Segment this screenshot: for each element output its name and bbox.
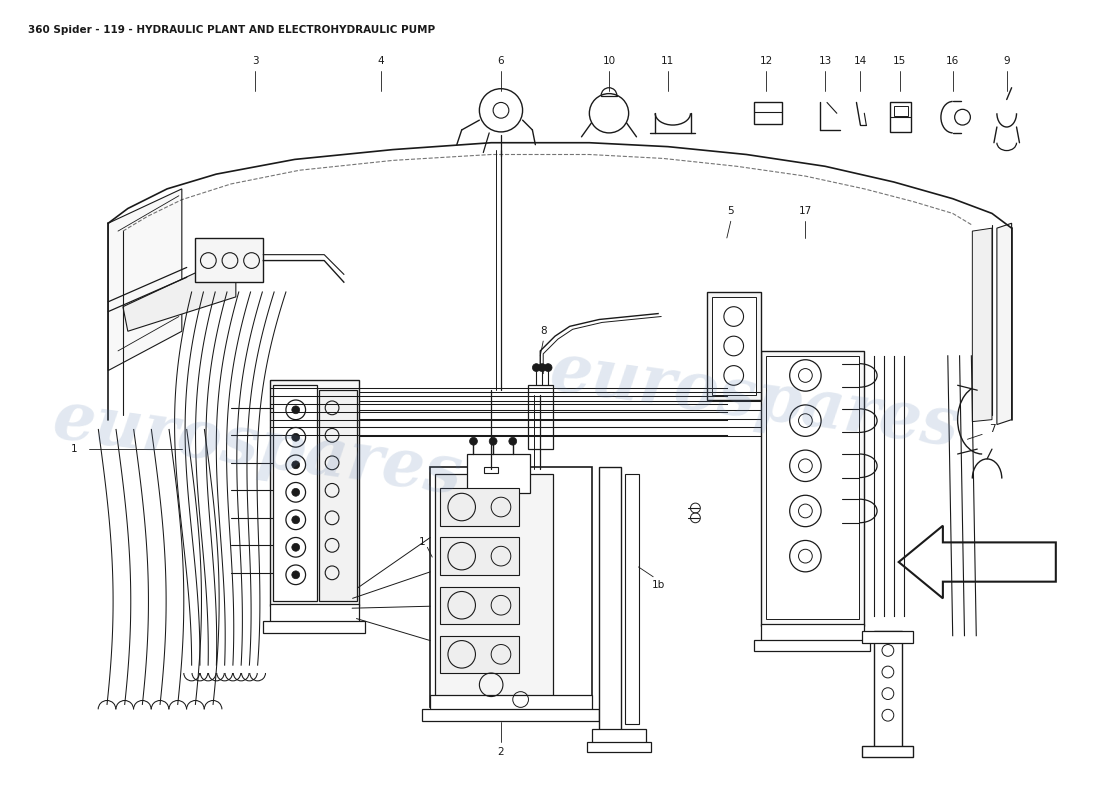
Bar bbox=[755, 640, 870, 651]
Circle shape bbox=[532, 364, 540, 371]
Bar bbox=[440, 538, 519, 574]
Bar bbox=[761, 624, 865, 642]
Bar bbox=[894, 106, 908, 116]
Bar bbox=[707, 292, 761, 400]
Bar bbox=[874, 630, 902, 749]
Circle shape bbox=[292, 516, 299, 524]
Circle shape bbox=[292, 488, 299, 496]
Bar bbox=[422, 710, 600, 721]
Circle shape bbox=[470, 438, 477, 445]
Circle shape bbox=[509, 438, 517, 445]
Bar bbox=[466, 454, 530, 494]
Circle shape bbox=[292, 543, 299, 551]
Text: 6: 6 bbox=[497, 56, 504, 66]
Bar bbox=[625, 474, 639, 724]
Bar bbox=[587, 742, 651, 751]
Text: 8: 8 bbox=[540, 326, 547, 336]
Circle shape bbox=[292, 461, 299, 469]
Bar bbox=[761, 351, 865, 626]
Bar bbox=[862, 746, 913, 758]
Bar bbox=[528, 386, 553, 449]
Text: 9: 9 bbox=[1003, 56, 1010, 66]
Polygon shape bbox=[899, 526, 1056, 598]
Bar bbox=[592, 729, 647, 744]
Bar bbox=[195, 238, 263, 282]
Text: 1: 1 bbox=[70, 444, 77, 454]
Bar bbox=[273, 386, 317, 602]
Text: 14: 14 bbox=[854, 56, 867, 66]
Bar bbox=[890, 102, 912, 132]
Bar bbox=[430, 694, 592, 712]
Circle shape bbox=[292, 434, 299, 442]
Bar bbox=[440, 636, 519, 673]
Bar bbox=[755, 102, 782, 124]
Text: 13: 13 bbox=[818, 56, 832, 66]
Bar bbox=[319, 390, 356, 602]
Polygon shape bbox=[972, 228, 992, 422]
Text: 1: 1 bbox=[419, 538, 426, 547]
Bar bbox=[862, 630, 913, 642]
Bar bbox=[430, 466, 592, 707]
Circle shape bbox=[538, 364, 547, 371]
Text: 17: 17 bbox=[799, 206, 812, 217]
Text: eurospares: eurospares bbox=[48, 386, 466, 508]
Text: eurospares: eurospares bbox=[546, 339, 964, 461]
Text: 15: 15 bbox=[893, 56, 906, 66]
Bar bbox=[766, 356, 859, 619]
Bar bbox=[484, 466, 498, 473]
Bar bbox=[440, 488, 519, 526]
Text: 3: 3 bbox=[252, 56, 258, 66]
Bar bbox=[712, 297, 757, 395]
Text: 360 Spider - 119 - HYDRAULIC PLANT AND ELECTROHYDRAULIC PUMP: 360 Spider - 119 - HYDRAULIC PLANT AND E… bbox=[28, 25, 434, 35]
Circle shape bbox=[292, 406, 299, 414]
Polygon shape bbox=[123, 272, 235, 331]
Bar bbox=[271, 380, 359, 606]
Text: 2: 2 bbox=[497, 746, 504, 757]
Text: 4: 4 bbox=[378, 56, 385, 66]
Text: 16: 16 bbox=[946, 56, 959, 66]
Bar bbox=[436, 474, 553, 702]
Bar bbox=[263, 621, 365, 633]
Text: 5: 5 bbox=[727, 206, 734, 217]
Text: 10: 10 bbox=[603, 56, 616, 66]
Circle shape bbox=[544, 364, 552, 371]
Text: 7: 7 bbox=[989, 425, 996, 434]
Bar bbox=[600, 466, 620, 732]
Polygon shape bbox=[997, 223, 1012, 425]
Text: 11: 11 bbox=[661, 56, 674, 66]
Circle shape bbox=[292, 571, 299, 578]
Bar bbox=[271, 604, 359, 624]
Circle shape bbox=[490, 438, 497, 445]
Polygon shape bbox=[108, 189, 182, 370]
Bar bbox=[440, 586, 519, 624]
Text: 12: 12 bbox=[759, 56, 772, 66]
Text: 1b: 1b bbox=[651, 580, 664, 590]
